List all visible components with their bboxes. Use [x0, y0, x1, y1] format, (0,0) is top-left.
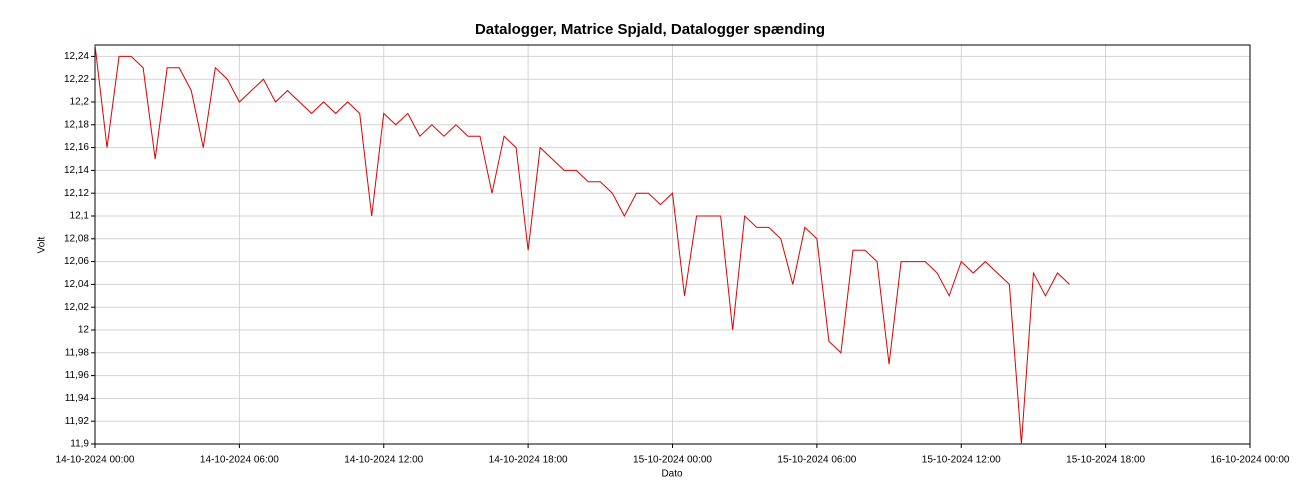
y-tick-label: 12,12: [64, 188, 89, 199]
y-tick-label: 12,04: [64, 279, 89, 290]
y-tick-label: 11,9: [70, 439, 89, 450]
x-tick-label: 15-10-2024 18:00: [1066, 455, 1145, 466]
y-tick-label: 11,92: [65, 416, 90, 427]
x-tick-label: 16-10-2024 00:00: [1211, 455, 1290, 466]
chart-title: Datalogger, Matrice Spjald, Datalogger s…: [475, 21, 825, 38]
y-tick-label: 12,2: [70, 97, 90, 108]
x-tick-label: 14-10-2024 00:00: [56, 455, 135, 466]
x-tick-label: 15-10-2024 06:00: [777, 455, 856, 466]
y-tick-label: 11,96: [65, 370, 90, 381]
y-tick-label: 11,98: [65, 347, 90, 358]
y-tick-label: 12,24: [64, 51, 89, 62]
y-tick-label: 11,94: [65, 393, 90, 404]
y-tick-label: 12,08: [64, 233, 89, 244]
y-tick-label: 12,1: [70, 211, 90, 222]
y-axis-label: Volt: [37, 236, 48, 253]
data-line: [94, 44, 1070, 445]
x-tick-label: 15-10-2024 12:00: [922, 455, 1001, 466]
y-tick-label: 12,18: [64, 119, 89, 130]
x-tick-label: 15-10-2024 00:00: [633, 455, 712, 466]
y-tick-label: 12,16: [64, 142, 89, 153]
y-tick-label: 12,02: [64, 302, 89, 313]
plot-border: [94, 44, 1251, 445]
x-tick-label: 14-10-2024 18:00: [489, 455, 568, 466]
x-tick-label: 14-10-2024 06:00: [200, 455, 279, 466]
y-tick-label: 12,22: [64, 74, 89, 85]
y-tick-label: 12,14: [64, 165, 89, 176]
x-tick-label: 14-10-2024 12:00: [344, 455, 423, 466]
y-tick-label: 12,06: [64, 256, 89, 267]
y-tick-label: 12: [78, 325, 90, 336]
x-axis-label: Dato: [661, 469, 683, 480]
